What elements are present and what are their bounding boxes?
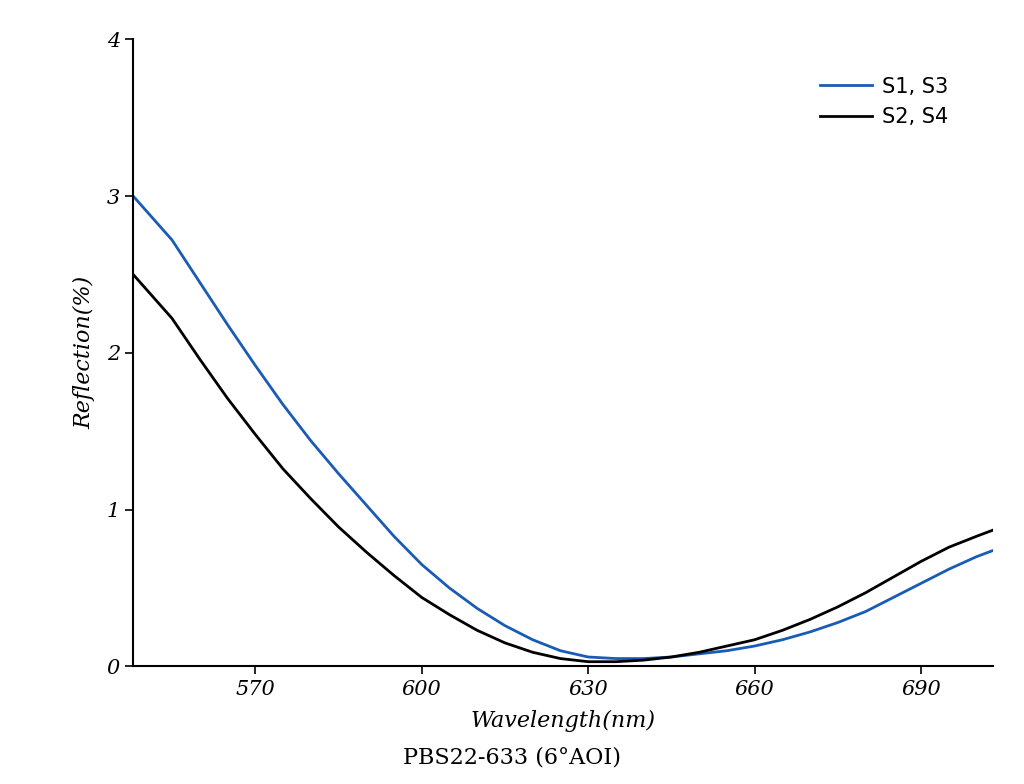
S2, S4 — [943, 543, 955, 552]
Line: S1, S3: S1, S3 — [133, 196, 993, 659]
S2, S4 — [304, 494, 316, 503]
S2, S4 — [987, 525, 999, 535]
S1, S3 — [776, 635, 788, 644]
S2, S4 — [582, 657, 594, 666]
S1, S3 — [666, 652, 678, 662]
S2, S4 — [804, 615, 816, 624]
S2, S4 — [471, 626, 483, 635]
S1, S3 — [443, 583, 456, 593]
S1, S3 — [221, 320, 233, 329]
S1, S3 — [304, 436, 316, 445]
S2, S4 — [333, 522, 345, 532]
Line: S2, S4: S2, S4 — [133, 274, 993, 662]
S1, S3 — [804, 627, 816, 637]
S1, S3 — [638, 654, 650, 663]
X-axis label: Wavelength(nm): Wavelength(nm) — [471, 710, 655, 731]
S1, S3 — [943, 564, 955, 574]
S1, S3 — [127, 191, 139, 201]
Text: PBS22-633 (6°AOI): PBS22-633 (6°AOI) — [403, 746, 621, 768]
S1, S3 — [693, 649, 706, 659]
S1, S3 — [526, 635, 539, 644]
S2, S4 — [443, 610, 456, 619]
S1, S3 — [360, 500, 373, 510]
S2, S4 — [859, 588, 871, 597]
S1, S3 — [499, 621, 511, 630]
S1, S3 — [388, 532, 400, 541]
S2, S4 — [776, 626, 788, 635]
S1, S3 — [416, 560, 428, 569]
S1, S3 — [471, 604, 483, 613]
S1, S3 — [194, 278, 206, 287]
S2, S4 — [887, 572, 899, 582]
S2, S4 — [276, 464, 289, 474]
S1, S3 — [166, 235, 178, 245]
S1, S3 — [276, 400, 289, 409]
S1, S3 — [987, 546, 999, 555]
S1, S3 — [249, 361, 261, 370]
S2, S4 — [416, 593, 428, 602]
S1, S3 — [721, 646, 733, 655]
S1, S3 — [609, 654, 622, 663]
S2, S4 — [526, 648, 539, 657]
S2, S4 — [721, 641, 733, 651]
S2, S4 — [360, 547, 373, 557]
Y-axis label: Reflection(%): Reflection(%) — [74, 276, 95, 430]
S2, S4 — [915, 557, 928, 566]
S2, S4 — [666, 652, 678, 662]
S2, S4 — [127, 270, 139, 279]
S1, S3 — [333, 469, 345, 478]
S1, S3 — [554, 646, 566, 655]
S2, S4 — [166, 314, 178, 323]
Legend: S1, S3, S2, S4: S1, S3, S2, S4 — [812, 68, 957, 136]
S1, S3 — [582, 652, 594, 662]
S1, S3 — [749, 641, 761, 651]
S1, S3 — [915, 579, 928, 588]
S2, S4 — [388, 571, 400, 580]
S2, S4 — [554, 654, 566, 663]
S1, S3 — [831, 618, 844, 627]
S2, S4 — [194, 354, 206, 364]
S1, S3 — [887, 593, 899, 602]
S2, S4 — [221, 394, 233, 403]
S2, S4 — [499, 638, 511, 648]
S2, S4 — [609, 657, 622, 666]
S2, S4 — [638, 655, 650, 665]
S2, S4 — [831, 602, 844, 612]
S2, S4 — [971, 532, 983, 541]
S2, S4 — [693, 648, 706, 657]
S2, S4 — [249, 430, 261, 439]
S1, S3 — [859, 607, 871, 616]
S1, S3 — [971, 552, 983, 561]
S2, S4 — [749, 635, 761, 644]
